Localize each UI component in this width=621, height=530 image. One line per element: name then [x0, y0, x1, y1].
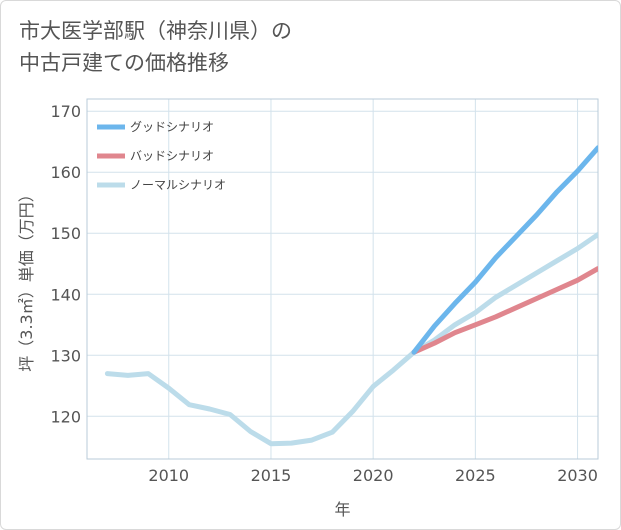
series-line-1 [411, 266, 598, 355]
y-axis-label: 坪（3.3㎡）単価（万円） [17, 186, 36, 371]
series-line-2 [104, 232, 598, 447]
x-axis-label: 年 [334, 500, 350, 519]
legend-label-2: ノーマルシナリオ [130, 178, 226, 192]
x-tick-labels: 2010 2015 2020 2025 2030 [148, 466, 598, 485]
y-tick-label: 150 [50, 224, 81, 243]
x-tick-label: 2020 [353, 466, 394, 485]
chart-title: 市大医学部駅（神奈川県）の 中古戸建ての価格推移 [19, 15, 439, 79]
series-line-0 [411, 145, 598, 355]
y-tick-label: 120 [50, 407, 81, 426]
y-tick-label: 140 [50, 285, 81, 304]
y-tick-label: 160 [50, 163, 81, 182]
x-tick-label: 2030 [557, 466, 598, 485]
x-tick-label: 2010 [148, 466, 189, 485]
title-line-2: 中古戸建ての価格推移 [19, 51, 229, 75]
legend-label-1: バッドシナリオ [130, 149, 214, 163]
y-tick-label: 170 [50, 102, 81, 121]
title-line-1: 市大医学部駅（神奈川県）の [19, 19, 292, 43]
y-tick-labels: 120 130 140 150 160 170 [50, 102, 81, 426]
x-tick-label: 2015 [251, 466, 292, 485]
legend-label-0: グッドシナリオ [130, 120, 214, 134]
plot-border [86, 98, 599, 460]
series-lines [104, 145, 598, 447]
y-tick-label: 130 [50, 346, 81, 365]
x-tick-label: 2025 [455, 466, 496, 485]
